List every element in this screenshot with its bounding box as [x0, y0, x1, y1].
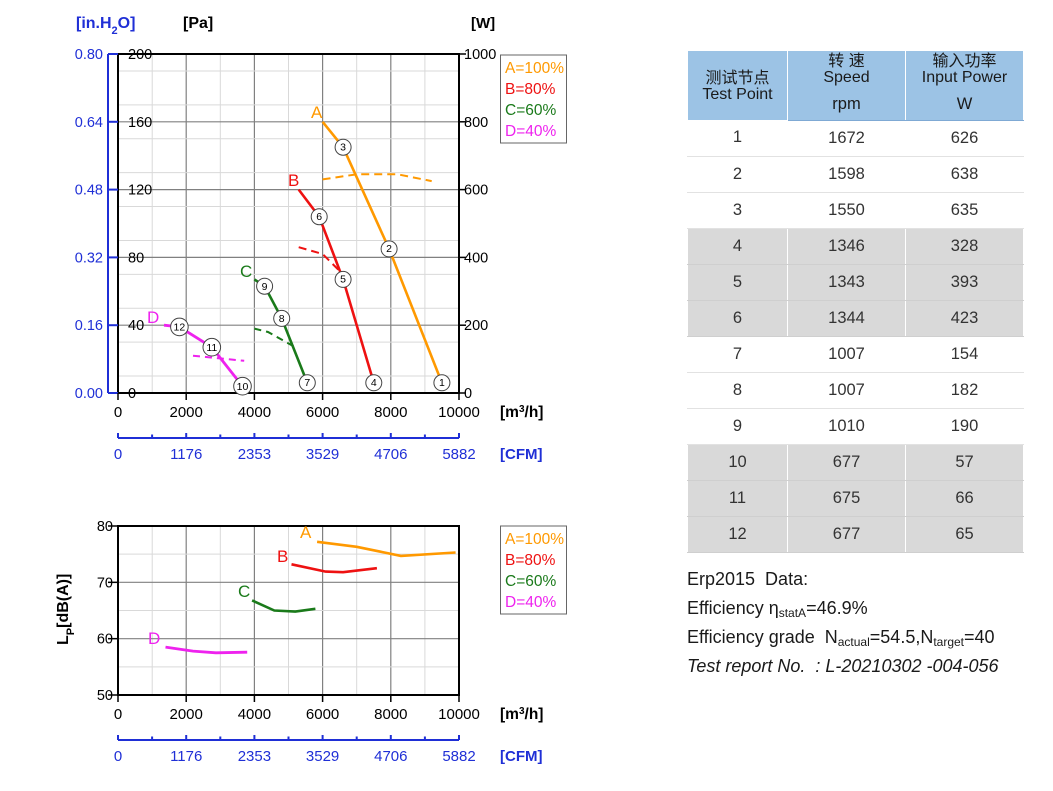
svg-text:4000: 4000 [238, 706, 271, 723]
svg-text:0.64: 0.64 [75, 115, 103, 131]
svg-text:3529: 3529 [306, 748, 339, 765]
svg-text:5882: 5882 [442, 748, 475, 765]
svg-text:80: 80 [128, 250, 144, 266]
svg-text:B: B [277, 547, 288, 566]
svg-text:A=100%: A=100% [505, 60, 564, 77]
svg-text:7: 7 [304, 377, 310, 389]
svg-text:3: 3 [340, 142, 346, 154]
svg-text:[W]: [W] [471, 15, 495, 32]
svg-text:0: 0 [114, 748, 122, 765]
svg-text:D=40%: D=40% [505, 123, 556, 140]
svg-text:4706: 4706 [374, 446, 407, 463]
svg-text:200: 200 [128, 47, 152, 63]
svg-text:6000: 6000 [306, 404, 339, 421]
svg-text:D: D [147, 308, 159, 327]
svg-text:2353: 2353 [238, 748, 271, 765]
svg-text:D=40%: D=40% [505, 594, 556, 611]
svg-text:2000: 2000 [170, 706, 203, 723]
svg-text:0.32: 0.32 [75, 250, 103, 266]
svg-text:0.80: 0.80 [75, 47, 103, 63]
svg-text:0.16: 0.16 [75, 318, 103, 334]
svg-text:6: 6 [316, 211, 322, 223]
svg-text:D: D [148, 629, 160, 648]
svg-text:10000: 10000 [438, 404, 480, 421]
svg-text:0: 0 [464, 386, 472, 402]
svg-text:5882: 5882 [442, 446, 475, 463]
svg-text:4: 4 [371, 377, 377, 389]
svg-text:2: 2 [386, 243, 392, 255]
svg-text:70: 70 [97, 575, 113, 591]
svg-text:400: 400 [464, 250, 488, 266]
svg-text:1: 1 [439, 377, 445, 389]
svg-text:0.48: 0.48 [75, 183, 103, 199]
svg-text:A=100%: A=100% [505, 531, 564, 548]
svg-text:40: 40 [128, 318, 144, 334]
svg-text:2353: 2353 [238, 446, 271, 463]
svg-text:[Pa]: [Pa] [183, 15, 213, 32]
svg-text:0.00: 0.00 [75, 386, 103, 402]
svg-text:50: 50 [97, 688, 113, 704]
svg-text:800: 800 [464, 115, 488, 131]
svg-text:80: 80 [97, 519, 113, 535]
svg-text:8000: 8000 [374, 404, 407, 421]
svg-text:160: 160 [128, 115, 152, 131]
svg-text:12: 12 [174, 322, 186, 334]
svg-text:C=60%: C=60% [505, 573, 556, 590]
svg-text:C: C [240, 262, 252, 281]
svg-text:2000: 2000 [170, 404, 203, 421]
svg-text:6000: 6000 [306, 706, 339, 723]
svg-text:9: 9 [262, 281, 268, 293]
svg-text:60: 60 [97, 632, 113, 648]
svg-text:[CFM]: [CFM] [500, 748, 542, 765]
svg-text:120: 120 [128, 183, 152, 199]
svg-text:B=80%: B=80% [505, 81, 556, 98]
svg-text:C: C [238, 582, 250, 601]
svg-text:200: 200 [464, 318, 488, 334]
svg-text:3529: 3529 [306, 446, 339, 463]
svg-text:1176: 1176 [170, 748, 202, 765]
svg-text:0: 0 [114, 446, 122, 463]
svg-text:8: 8 [279, 313, 285, 325]
svg-text:600: 600 [464, 183, 488, 199]
svg-text:C=60%: C=60% [505, 102, 556, 119]
svg-text:10000: 10000 [438, 706, 480, 723]
svg-text:B=80%: B=80% [505, 552, 556, 569]
svg-text:A: A [300, 523, 312, 542]
svg-text:5: 5 [340, 274, 346, 286]
svg-text:B: B [288, 171, 299, 190]
svg-text:10: 10 [237, 381, 249, 393]
svg-text:0: 0 [114, 404, 122, 421]
svg-text:4000: 4000 [238, 404, 271, 421]
svg-text:1176: 1176 [170, 446, 202, 463]
svg-text:A: A [311, 103, 323, 122]
svg-text:0: 0 [114, 706, 122, 723]
svg-text:0: 0 [128, 386, 136, 402]
svg-text:4706: 4706 [374, 748, 407, 765]
svg-text:11: 11 [206, 342, 217, 354]
svg-text:1000: 1000 [464, 47, 496, 63]
svg-text:8000: 8000 [374, 706, 407, 723]
svg-text:[CFM]: [CFM] [500, 446, 542, 463]
